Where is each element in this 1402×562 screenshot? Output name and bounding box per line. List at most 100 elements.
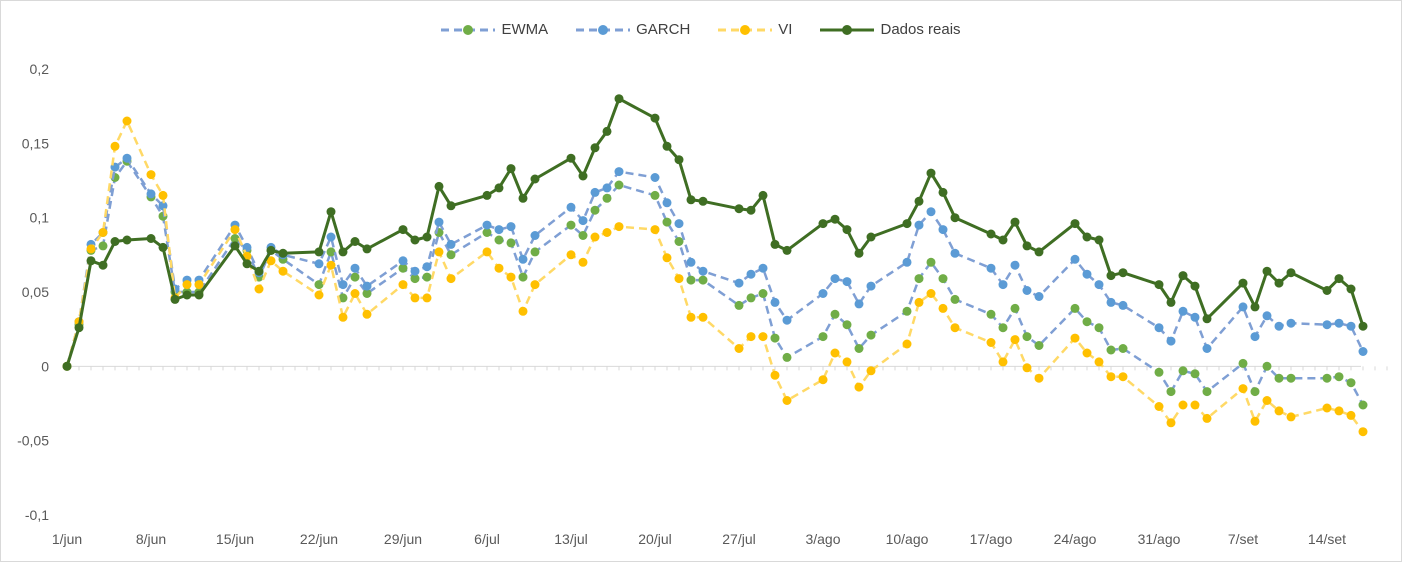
data-point-dados-reais [1034,247,1044,257]
data-point-garch [422,262,432,272]
data-point-vi [1166,418,1176,428]
data-point-vi [446,274,456,284]
x-tick-label: 6/jul [474,531,500,547]
data-point-dados-reais [326,207,336,217]
data-point-vi [938,303,948,313]
data-point-ewma [1346,378,1356,388]
data-point-dados-reais [482,190,492,200]
data-point-vi [566,250,576,260]
data-point-dados-reais [1190,281,1200,291]
data-point-vi [614,222,624,232]
data-point-ewma [578,231,588,240]
data-point-ewma [938,274,948,284]
data-point-ewma [494,235,504,245]
data-point-garch [902,257,912,267]
data-point-garch [1334,318,1344,328]
legend-label-ewma: EWMA [501,21,549,38]
data-point-vi [146,170,156,180]
data-point-vi [986,338,996,347]
data-point-vi [818,375,828,385]
data-point-vi [1082,348,1092,358]
data-point-ewma [758,289,768,298]
data-point-dados-reais [194,290,204,300]
x-tick-label: 22/jun [300,531,338,547]
data-point-dados-reais [1286,268,1296,278]
data-point-ewma [98,241,108,251]
data-point-garch [566,202,576,212]
data-point-garch [782,315,792,325]
data-point-garch [602,183,612,193]
data-point-vi [278,266,288,276]
data-point-vi [866,366,876,376]
data-point-vi [1322,403,1332,413]
data-point-dados-reais [662,141,672,151]
data-point-vi [1070,333,1080,343]
data-point-garch [506,222,516,232]
data-point-vi [230,225,240,235]
data-point-vi [746,332,756,342]
data-point-vi [674,274,684,284]
x-tick-label: 27/jul [722,531,755,547]
data-point-dados-reais [602,126,612,136]
data-point-ewma [914,274,924,284]
data-point-ewma [326,247,336,257]
data-point-dados-reais [1022,241,1032,251]
data-point-vi [434,247,444,257]
data-point-vi [350,289,360,298]
data-point-vi [110,141,120,151]
data-point-garch [578,216,588,226]
data-point-dados-reais [1202,314,1212,324]
data-point-ewma [866,330,876,340]
data-point-vi [254,284,264,294]
data-point-dados-reais [782,245,792,255]
y-tick-label: 0,15 [22,135,49,151]
data-point-garch [1022,286,1032,295]
data-point-garch [770,297,780,307]
data-point-garch [338,280,348,290]
data-point-garch [746,269,756,279]
data-point-dados-reais [350,237,360,246]
x-tick-label: 1/jun [52,531,82,547]
data-point-dados-reais [1262,266,1272,276]
data-point-garch [842,277,852,287]
data-point-ewma [1010,303,1020,313]
x-tick-label: 10/ago [886,531,929,547]
data-point-dados-reais [1238,278,1248,288]
data-point-ewma [338,293,348,303]
data-point-dados-reais [98,260,108,270]
data-point-vi [1010,335,1020,345]
data-point-garch [1166,336,1176,346]
x-tick-label: 29/jun [384,531,422,547]
data-point-dados-reais [746,205,756,215]
data-point-vi [1358,427,1368,437]
data-point-dados-reais [518,193,528,203]
legend-swatch-vi [718,24,773,35]
data-point-vi [1118,372,1128,382]
data-point-ewma [1238,358,1248,368]
data-point-dados-reais [842,225,852,235]
data-point-garch [938,225,948,235]
data-point-garch [410,266,420,276]
data-point-garch [326,232,336,242]
data-point-dados-reais [818,219,828,229]
data-point-garch [1082,269,1092,279]
data-point-garch [950,248,960,258]
data-point-garch [1094,280,1104,290]
data-point-dados-reais [950,213,960,223]
y-tick-label: 0 [41,358,49,374]
data-point-vi [398,280,408,290]
data-point-vi [698,312,708,322]
data-point-ewma [1274,373,1284,383]
data-point-dados-reais [254,266,264,276]
data-point-garch [518,254,528,264]
data-point-dados-reais [866,232,876,242]
data-point-dados-reais [1274,278,1284,288]
data-point-dados-reais [830,214,840,224]
data-point-vi [602,228,612,237]
data-point-dados-reais [1166,297,1176,307]
data-point-garch [1274,321,1284,331]
data-point-ewma [698,275,708,285]
x-tick-label: 13/jul [554,531,587,547]
legend-item-garch: GARCH [576,21,690,38]
data-point-vi [530,280,540,290]
